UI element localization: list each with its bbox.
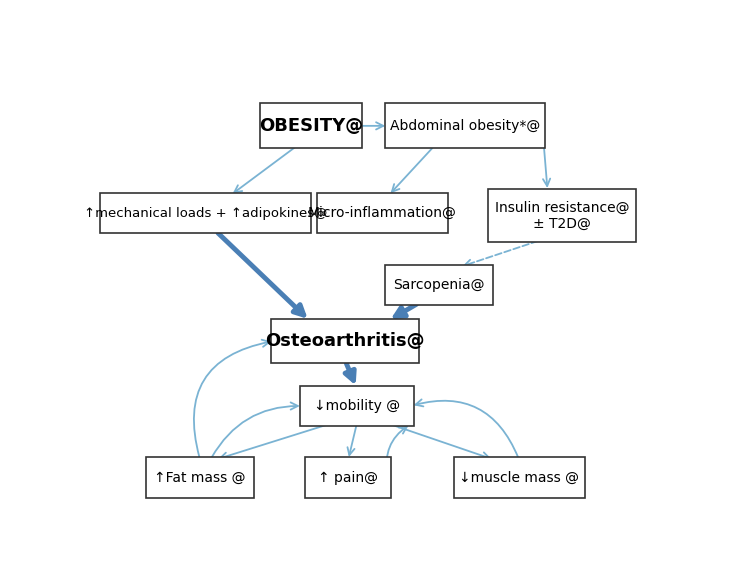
FancyBboxPatch shape bbox=[317, 193, 448, 233]
FancyBboxPatch shape bbox=[146, 457, 254, 498]
Text: OBESITY@: OBESITY@ bbox=[259, 117, 363, 135]
Text: ↓muscle mass @: ↓muscle mass @ bbox=[459, 471, 579, 485]
FancyBboxPatch shape bbox=[306, 457, 391, 498]
Text: ↑ pain@: ↑ pain@ bbox=[318, 471, 379, 485]
Text: Sarcopenia@: Sarcopenia@ bbox=[394, 278, 485, 292]
FancyBboxPatch shape bbox=[300, 386, 414, 426]
Text: Micro-inflammation@: Micro-inflammation@ bbox=[308, 206, 457, 220]
FancyBboxPatch shape bbox=[101, 193, 311, 233]
Text: Insulin resistance@
± T2D@: Insulin resistance@ ± T2D@ bbox=[495, 200, 629, 230]
FancyBboxPatch shape bbox=[453, 457, 584, 498]
FancyBboxPatch shape bbox=[385, 104, 545, 148]
FancyBboxPatch shape bbox=[385, 265, 493, 305]
Text: Abdominal obesity*@: Abdominal obesity*@ bbox=[390, 119, 540, 133]
FancyBboxPatch shape bbox=[488, 189, 636, 242]
Text: ↑mechanical loads + ↑adipokines@: ↑mechanical loads + ↑adipokines@ bbox=[85, 207, 327, 220]
Text: ↓mobility @: ↓mobility @ bbox=[314, 399, 400, 413]
Text: ↑Fat mass @: ↑Fat mass @ bbox=[154, 471, 245, 485]
FancyBboxPatch shape bbox=[260, 104, 362, 148]
Text: Osteoarthritis@: Osteoarthritis@ bbox=[265, 332, 425, 350]
FancyBboxPatch shape bbox=[271, 318, 420, 363]
